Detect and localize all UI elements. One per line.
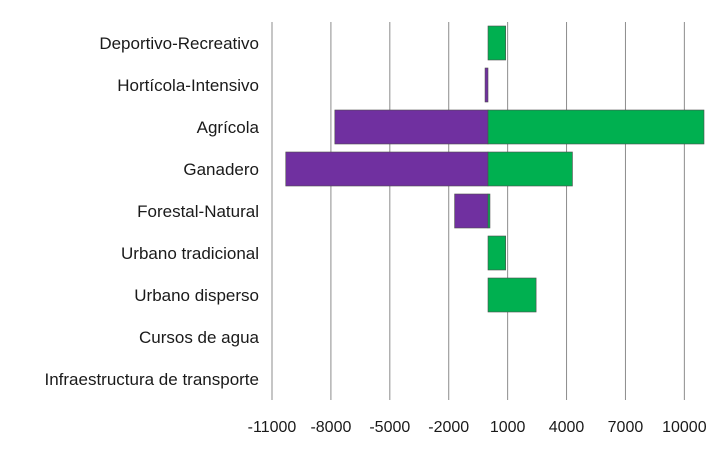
x-tick-label: -11000 xyxy=(248,419,297,436)
x-tick-label: 7000 xyxy=(608,419,644,436)
decrease-bar xyxy=(285,151,489,187)
increase-bar xyxy=(487,109,705,145)
x-tick-labels: -11000 -8000 -5000 -2000 1000 4000 7000 10000 xyxy=(248,419,707,436)
x-tick-label: -8000 xyxy=(310,419,351,436)
grid-lines xyxy=(271,22,685,400)
decrease-bar xyxy=(454,193,489,229)
decrease-bar xyxy=(334,109,489,145)
category-label: Infraestructura de transporte xyxy=(44,370,259,389)
category-labels: Deportivo-Recreativo Hortícola-Intensivo A… xyxy=(44,34,259,389)
category-label: Cursos de agua xyxy=(139,328,260,347)
x-tick-label: 4000 xyxy=(549,419,585,436)
x-tick-label: 1000 xyxy=(490,419,526,436)
bars xyxy=(285,25,705,313)
x-tick-label: 10000 xyxy=(662,419,707,436)
decrease-bar xyxy=(484,67,489,103)
category-label: Hortícola-Intensivo xyxy=(117,76,259,95)
increase-bar xyxy=(487,235,506,271)
increase-bar xyxy=(487,193,491,229)
category-label: Urbano disperso xyxy=(134,286,259,305)
category-label: Urbano tradicional xyxy=(121,244,259,263)
increase-bar xyxy=(487,151,573,187)
x-tick-label: -5000 xyxy=(369,419,410,436)
category-label: Deportivo-Recreativo xyxy=(99,34,259,53)
category-label: Forestal-Natural xyxy=(137,202,259,221)
increase-bar xyxy=(487,25,506,61)
increase-bar xyxy=(487,277,537,313)
category-label: Ganadero xyxy=(183,160,259,179)
x-tick-label: -2000 xyxy=(428,419,469,436)
category-label: Agrícola xyxy=(197,118,260,137)
